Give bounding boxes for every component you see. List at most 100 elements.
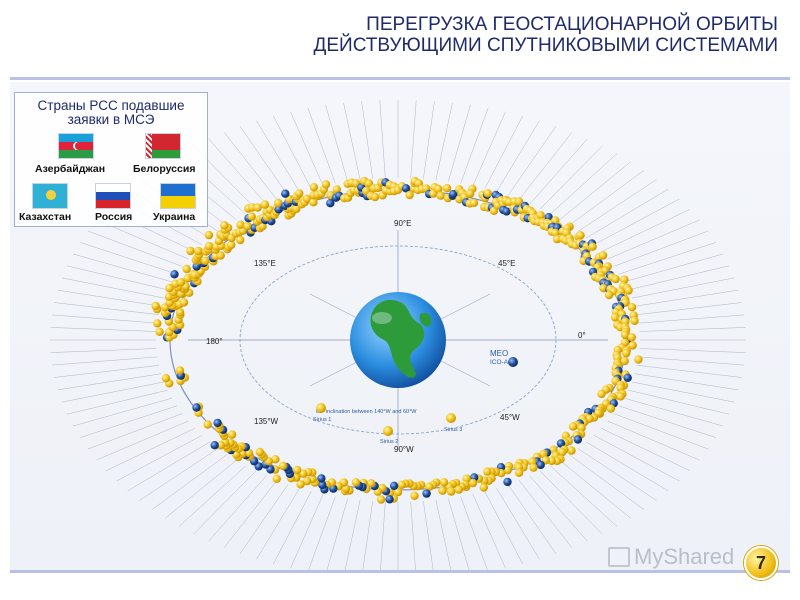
geo-satellites <box>151 176 643 504</box>
satellite-dot <box>176 278 186 287</box>
satellite-dot <box>577 423 586 432</box>
countries-title-line-1: Страны РСС подавшие <box>37 98 185 113</box>
satellite-dot <box>258 222 267 231</box>
leader-line <box>106 428 196 471</box>
earth-globe <box>350 292 446 388</box>
leader-line <box>472 111 506 186</box>
leader-line <box>639 348 746 353</box>
kazakhstan-flag <box>32 183 68 209</box>
satellite-dot <box>236 220 245 229</box>
page-number-badge: 7 <box>744 546 778 580</box>
satellite-dot <box>620 356 629 366</box>
satellite-dot <box>260 200 270 209</box>
leader-line <box>80 242 177 275</box>
leader-line <box>634 289 739 307</box>
satellite-dot <box>514 468 524 477</box>
satellite-dot <box>204 241 214 251</box>
leader-line <box>634 373 739 391</box>
leader-line <box>559 460 632 519</box>
leader-line <box>593 198 680 245</box>
satellite-dot <box>483 189 492 198</box>
leader-line <box>139 448 219 501</box>
leader-line <box>66 265 168 291</box>
leader-line <box>550 465 618 527</box>
leader-line <box>623 397 723 427</box>
satellite-dot <box>514 197 524 206</box>
leader-line <box>51 356 158 366</box>
leader-line <box>380 501 386 570</box>
leader-line <box>57 289 162 307</box>
satellite-label-leaders <box>50 100 746 570</box>
leader-line <box>308 496 336 570</box>
leader-line <box>423 101 435 179</box>
leader-line <box>613 230 709 267</box>
sirius-3-label: Sirius 3 <box>444 427 462 433</box>
satellite-dot <box>175 308 185 317</box>
satellite-dot <box>210 441 219 450</box>
lon-label-135w: 135°W <box>254 417 279 426</box>
satellite-dot <box>536 460 545 470</box>
sirius-1-satellite <box>316 403 326 413</box>
satellite-dot <box>247 212 256 221</box>
leader-line <box>379 100 386 179</box>
satellite-dot <box>434 184 443 194</box>
satellite-dot <box>213 418 222 428</box>
leader-line <box>628 389 730 415</box>
satellite-dot <box>620 275 629 284</box>
satellite-dot <box>573 435 583 444</box>
leader-line <box>151 454 228 510</box>
satellite-dot <box>192 403 201 412</box>
satellite-dot <box>309 183 319 192</box>
satellite-dot <box>302 476 312 486</box>
leader-line <box>50 327 157 332</box>
satellite-dot <box>274 198 283 208</box>
leader-line <box>256 120 300 193</box>
satellite-dot <box>153 319 162 328</box>
leader-line <box>87 413 183 450</box>
satellite-dot <box>616 392 625 401</box>
leader-line <box>410 501 416 570</box>
leader-line <box>54 302 160 315</box>
lon-label-180: 180° <box>206 337 223 346</box>
title-divider <box>10 77 790 80</box>
satellite-dot <box>598 251 608 260</box>
sirius-2-label: Sirius 2 <box>380 439 398 445</box>
satellite-dot <box>292 204 301 214</box>
leader-line <box>484 115 523 189</box>
satellite-dot <box>299 469 308 478</box>
satellite-dot <box>274 205 283 214</box>
leader-line <box>593 435 680 482</box>
leader-line <box>239 126 289 196</box>
countries-box: Страны РСС подавшие заявки в МСЭ Азербай… <box>14 92 208 227</box>
leader-line <box>628 265 730 291</box>
satellite-dot <box>227 430 237 439</box>
leader-line <box>61 381 165 403</box>
satellite-dot <box>567 446 576 455</box>
satellite-dot <box>439 478 449 487</box>
leader-line <box>410 100 417 179</box>
leader-line <box>423 501 434 570</box>
leader-line <box>550 153 618 215</box>
title-line-1: ПЕРЕГРУЗКА ГЕОСТАЦИОНАРНОЙ ОРБИТЫ <box>366 14 778 35</box>
satellite-dot <box>449 189 458 199</box>
leader-line <box>613 413 709 450</box>
leader-line <box>239 484 289 554</box>
satellite-dot <box>321 180 331 189</box>
leader-line <box>507 484 557 554</box>
satellite-dot <box>469 198 479 208</box>
belarus-label: Белоруссия <box>133 163 196 175</box>
leader-line <box>448 498 470 570</box>
satellite-dot <box>442 184 452 193</box>
leader-line <box>636 302 742 315</box>
satellite-dot <box>422 489 431 498</box>
leader-line <box>577 179 657 232</box>
sirius-3-satellite <box>446 413 456 423</box>
leader-line <box>362 501 373 570</box>
satellite-dot <box>385 495 394 504</box>
leader-line <box>96 420 189 461</box>
leader-line <box>585 441 669 492</box>
leader-line <box>50 348 157 353</box>
leader-line <box>639 327 746 332</box>
countries-title-line-2: заявки в МСЭ <box>67 112 155 127</box>
satellite-dot <box>151 301 160 311</box>
